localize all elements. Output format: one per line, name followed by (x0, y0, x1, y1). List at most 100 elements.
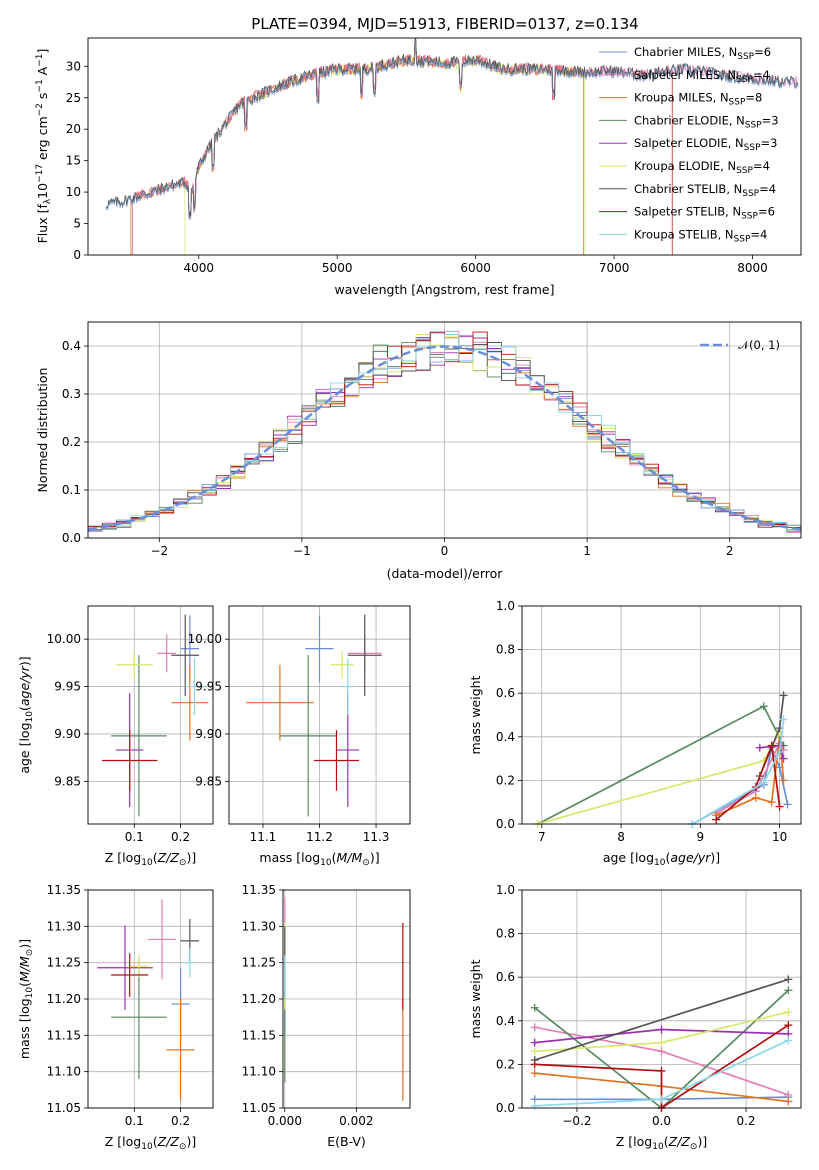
x-tick-label: 11.1 (250, 830, 277, 844)
y-tick-label: 0.6 (496, 970, 515, 984)
label-part: Z/Z (157, 850, 180, 865)
label-part: ⊙ (179, 858, 187, 868)
label-part: Z [log (105, 1134, 141, 1149)
axes-frame (521, 605, 802, 825)
spectrum-line (105, 38, 799, 218)
label-part: SSP (744, 143, 761, 153)
x-tick-label: 0.1 (125, 1114, 144, 1128)
y-tick-label: 0.6 (496, 686, 515, 700)
axes-frame (87, 889, 214, 1109)
legend-entry-label: Chabrier MILES, NSSP=6 (634, 45, 771, 62)
axes-frame (521, 889, 802, 1109)
legend-entry-label: Chabrier STELIB, NSSP=4 (634, 182, 776, 199)
label-part: =4 (750, 227, 767, 241)
label-part: −17 (35, 164, 45, 183)
y-axis-label: mass weight (468, 675, 483, 754)
label-part: M/M (17, 956, 32, 982)
label-part: mass [log (259, 850, 320, 865)
label-part: SSP (737, 52, 754, 62)
x-tick-label: 10 (772, 830, 787, 844)
y-tick-label: 20 (66, 122, 81, 136)
label-part: λ (43, 198, 53, 204)
y-tick-label: 0.2 (496, 773, 515, 787)
y-tick-label: 11.20 (242, 992, 276, 1006)
y-tick-label: 11.30 (47, 919, 81, 933)
y-axis-label: Normed distribution (35, 368, 50, 493)
label-part: Salpeter ELODIE, N (634, 136, 744, 150)
label-part: E(B-V) (327, 1134, 366, 1149)
label-part: erg cm (35, 116, 50, 164)
label-part: =6 (754, 45, 771, 59)
y-tick-label: 9.95 (195, 680, 222, 694)
spectrum-line (130, 38, 584, 255)
x-axis-label: Z [log10(Z/Z⊙)] (105, 850, 196, 868)
x-tick-label: 0.2 (171, 1114, 190, 1128)
x-tick-label: 9 (697, 830, 705, 844)
y-axis-label: mass weight (468, 959, 483, 1038)
label-part: Salpeter MILES, N (634, 68, 736, 82)
label-part: age [log (17, 722, 32, 773)
y-tick-label: 11.20 (47, 992, 81, 1006)
mass-weight-line (537, 731, 781, 824)
legend-entry-label: Salpeter ELODIE, NSSP=3 (634, 136, 777, 153)
label-part: age/yr (17, 665, 32, 706)
x-tick-label: 0.0 (652, 1114, 671, 1128)
x-axis-label: mass [log10(M/M⊙)] (259, 850, 379, 868)
label-part: A (35, 66, 50, 79)
label-part: )] (186, 850, 196, 865)
y-axis-label: Flux [fλ10−17 erg cm−2 s−1 A−1] (35, 49, 53, 244)
label-part: Z/Z (157, 1134, 180, 1149)
label-part: age [log (603, 850, 654, 865)
mass-vs-metallicity-panel: 0.1 0.2 11.05 11.10 11.15 11.20 11.25 11.30 11.3… (17, 883, 214, 1152)
label-part: M/M (337, 850, 363, 865)
label-part: ⊙ (179, 1142, 187, 1152)
massweight-vs-metallicity-panel: −0.2 0.0 0.2 0.0 0.2 0.4 0.6 0.8 1.0 Z [log10(Z/Z… (468, 883, 802, 1152)
label-part: 10 (141, 1142, 153, 1152)
y-tick-label: 11.15 (242, 1028, 276, 1042)
y-tick-label: 0.0 (496, 1101, 515, 1115)
label-part: SSP (729, 98, 746, 108)
x-tick-label: −1 (293, 544, 311, 558)
residuals-panel: −2 −1 0 1 2 0.0 0.1 0.2 0.3 0.4 𝒩(0, 1) (data-model… (35, 321, 802, 581)
label-part: Kroupa MILES, N (634, 91, 729, 105)
x-tick-label: −2 (150, 544, 168, 558)
label-part: ( (17, 706, 32, 711)
label-part: =3 (762, 113, 779, 127)
x-tick-label: 0.1 (125, 830, 144, 844)
label-part: )] (17, 656, 32, 666)
x-tick-label: 11.2 (306, 830, 333, 844)
label-part: Salpeter STELIB, N (634, 205, 741, 219)
x-tick-label: 11.3 (363, 830, 390, 844)
label-part: ( (665, 850, 670, 865)
y-tick-label: 11.25 (242, 956, 276, 970)
y-tick-label: 10.00 (47, 632, 81, 646)
label-part: =4 (759, 182, 776, 196)
y-tick-label: 0.4 (496, 1014, 515, 1028)
x-axis-label: (data-model)/error (387, 566, 504, 581)
y-tick-label: 11.10 (47, 1065, 81, 1079)
y-tick-label: 30 (66, 59, 81, 73)
x-tick-label: 1 (583, 544, 591, 558)
x-tick-label: 0 (441, 544, 449, 558)
y-tick-label: 0.8 (496, 927, 515, 941)
legend-entry-label: Salpeter STELIB, NSSP=6 (634, 205, 775, 222)
label-part: )] (186, 1134, 196, 1149)
y-tick-label: 11.10 (242, 1065, 276, 1079)
y-tick-label: 0 (73, 248, 81, 262)
label-part: ( (153, 850, 158, 865)
y-tick-label: 11.05 (242, 1101, 276, 1115)
y-tick-label: 9.90 (54, 727, 81, 741)
label-part: 10 (141, 858, 153, 868)
y-tick-label: 11.05 (47, 1101, 81, 1115)
label-part: −1 (35, 54, 45, 67)
label-part: SSP (736, 75, 753, 85)
y-tick-label: 9.85 (195, 774, 222, 788)
label-part: Flux [f (35, 204, 50, 244)
x-tick-label: 4000 (183, 261, 214, 275)
y-tick-label: 9.95 (54, 680, 81, 694)
y-tick-label: 15 (66, 154, 81, 168)
label-part: ⊙ (25, 949, 35, 957)
y-tick-label: 10 (66, 185, 81, 199)
